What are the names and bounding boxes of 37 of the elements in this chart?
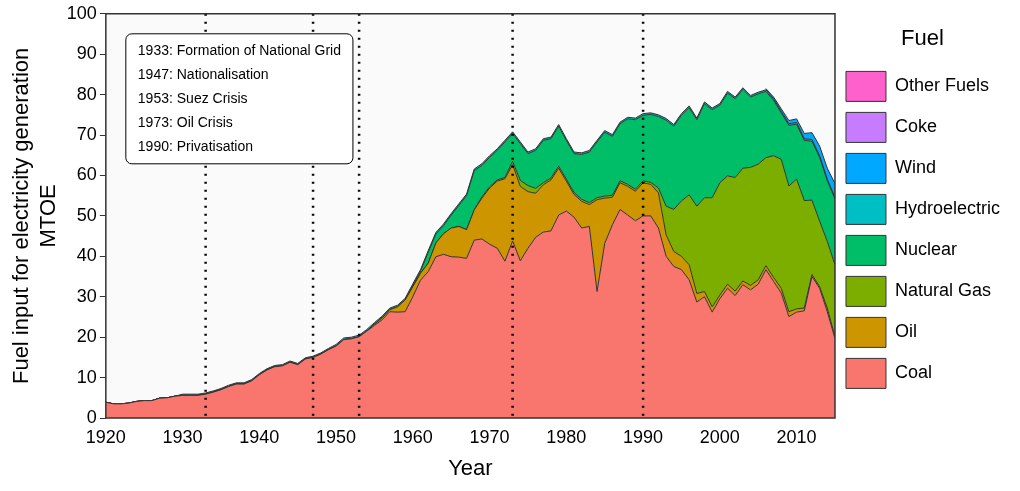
y-tick-label: 30	[76, 285, 97, 306]
y-tick-label: 70	[76, 124, 97, 145]
legend-label: Coal	[894, 362, 932, 383]
x-tick-label: 2010	[776, 426, 817, 447]
x-tick-label: 1930	[162, 426, 203, 447]
annotation: 1990: Privatisation	[137, 137, 254, 154]
x-tick-label: 1920	[85, 426, 126, 447]
y-tick-label: 90	[76, 43, 97, 64]
y-tick-label: 0	[86, 406, 97, 427]
annotation: 1973: Oil Crisis	[137, 113, 233, 130]
x-tick-label: 1970	[469, 426, 510, 447]
x-tick-label: 1990	[623, 426, 664, 447]
legend-title: Fuel	[901, 25, 944, 51]
legend-label: Nuclear	[894, 239, 957, 260]
x-tick-label: 1980	[546, 426, 587, 447]
x-tick-label: 2000	[699, 426, 740, 447]
annotation: 1947: Nationalisation	[137, 65, 269, 82]
y-tick-label: 20	[76, 326, 97, 347]
x-tick-label: 1940	[239, 426, 280, 447]
legend-label: Coke	[894, 116, 937, 137]
y-tick-label: 80	[76, 83, 97, 104]
legend-label: Oil	[894, 321, 917, 342]
y-tick-label: 100	[66, 2, 97, 23]
legend-label: Hydroelectric	[894, 198, 1000, 219]
y-tick-label: 60	[76, 164, 97, 185]
annotation: 1933: Formation of National Grid	[137, 41, 341, 58]
annotation: 1953: Suez Crisis	[137, 89, 248, 106]
legend-label: Other Fuels	[894, 75, 990, 96]
y-axis-title: Fuel input for electricity generation MTOE	[8, 47, 60, 385]
x-tick-label: 1960	[392, 426, 433, 447]
x-axis-title: Year	[448, 454, 493, 480]
legend-label: Wind	[894, 157, 936, 178]
x-tick-label: 1950	[316, 426, 357, 447]
y-tick-label: 40	[76, 245, 97, 266]
y-tick-label: 10	[76, 366, 97, 387]
legend-label: Natural Gas	[894, 280, 992, 301]
y-tick-label: 50	[76, 204, 97, 225]
